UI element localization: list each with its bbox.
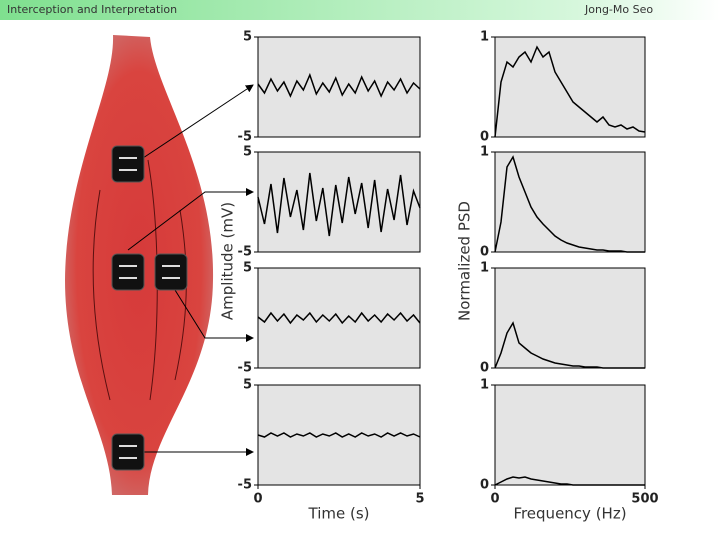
author: Jong-Mo Seo (584, 3, 653, 16)
signal-line (494, 476, 645, 486)
signal-line (257, 172, 421, 237)
signal-line (257, 311, 421, 325)
y-tick-label: -5 (238, 361, 252, 376)
y-tick-label: 1 (480, 378, 489, 393)
header-bar (0, 0, 720, 20)
signal-line (494, 45, 646, 138)
y-tick-label: -5 (238, 130, 252, 145)
x-axis-label: Time (s) (308, 505, 370, 523)
y-tick-label: 1 (480, 30, 489, 45)
y-tick-label: 1 (480, 261, 489, 276)
plot-area (494, 151, 646, 253)
y-tick-label: 0 (480, 478, 489, 493)
y-axis-label: Normalized PSD (456, 201, 474, 321)
slide-title: Interception and Interpretation (7, 3, 177, 16)
y-tick-label: 5 (243, 30, 252, 45)
plot-area (494, 267, 646, 369)
y-tick-label: 5 (243, 261, 252, 276)
muscle-illustration (65, 35, 254, 495)
x-axis-label: Frequency (Hz) (513, 505, 626, 523)
x-tick-label: 5 (415, 492, 424, 507)
y-axis-label: Amplitude (mV) (219, 202, 237, 320)
y-tick-label: -5 (238, 478, 252, 493)
y-tick-label: 0 (480, 361, 489, 376)
x-tick-label: 500 (631, 492, 658, 507)
plot-area (494, 384, 646, 486)
signal-line (494, 321, 645, 369)
signal-line (257, 432, 421, 438)
x-tick-label: 0 (490, 492, 499, 507)
y-tick-label: 0 (480, 245, 489, 260)
y-tick-label: 5 (243, 378, 252, 393)
y-tick-label: 5 (243, 145, 252, 160)
y-tick-label: 1 (480, 145, 489, 160)
signal-line (257, 72, 421, 98)
y-tick-label: 0 (480, 130, 489, 145)
plot-area (494, 36, 646, 138)
signal-line (494, 155, 645, 253)
x-tick-label: 0 (253, 492, 262, 507)
y-tick-label: -5 (238, 245, 252, 260)
